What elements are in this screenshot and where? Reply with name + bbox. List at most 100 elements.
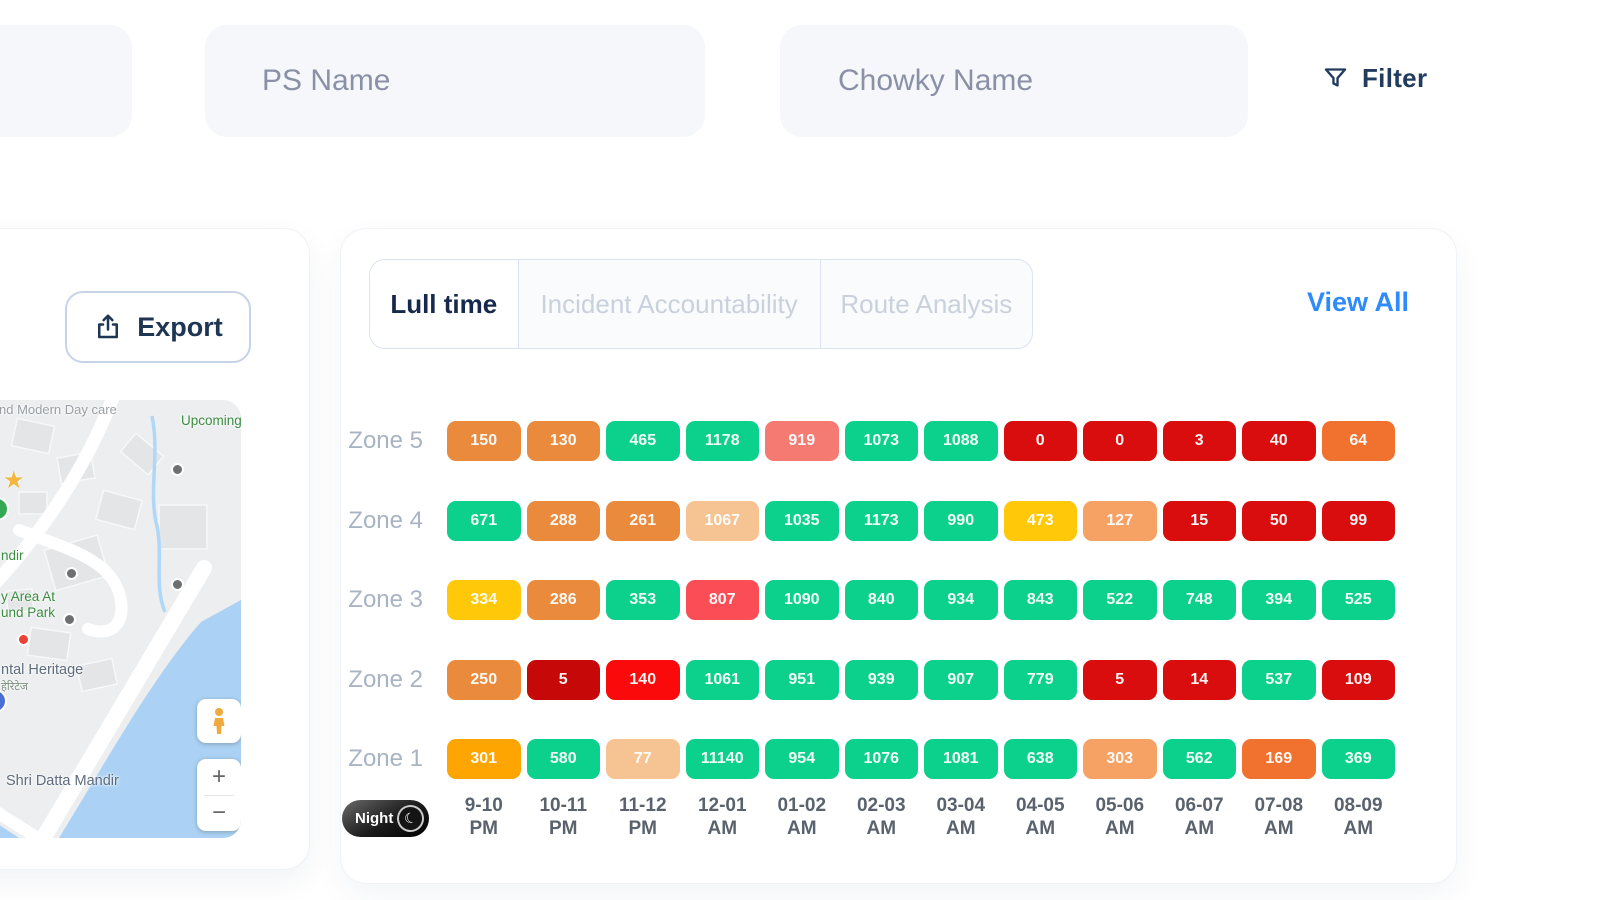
heatmap-cell: 748 [1162, 580, 1236, 620]
heatmap-cell: 473 [1003, 500, 1077, 541]
ps-name-input[interactable] [205, 25, 705, 137]
map-base [0, 400, 241, 838]
heatmap-cell: 1173 [844, 500, 918, 541]
zone-label: Zone 3 [348, 586, 423, 613]
heatmap-cell: 990 [924, 500, 998, 541]
heatmap-cell: 15 [1162, 500, 1236, 541]
gray-dot-marker [171, 463, 184, 476]
heatmap-cell: 5 [1083, 659, 1157, 700]
filter-button[interactable]: Filter [1316, 55, 1433, 101]
heatmap-cell: 99 [1321, 500, 1395, 541]
heatmap-cell: 951 [765, 659, 839, 700]
zoom-in-button[interactable]: + [211, 762, 226, 790]
heatmap-cell: 40 [1242, 421, 1316, 461]
heatmap-cell: 1178 [685, 421, 759, 461]
heatmap-cell: 934 [924, 580, 998, 620]
heatmap-cell: 465 [606, 421, 680, 461]
tab-incident-accountability[interactable]: Incident Accountability [517, 260, 821, 348]
tab-lull-time[interactable]: Lull time [370, 260, 518, 348]
export-label: Export [137, 311, 223, 342]
time-axis-label: 12-01 AM [697, 795, 747, 839]
map-label-heritage-sub: हेरिटेज [1, 681, 28, 693]
export-icon [98, 314, 119, 339]
time-axis-label: 10-11 PM [539, 795, 588, 839]
heatmap-cell: 109 [1321, 659, 1395, 700]
heatmap-cell: 525 [1321, 580, 1395, 620]
heatmap-cell: 1035 [765, 500, 839, 541]
chowky-name-input[interactable] [780, 25, 1248, 137]
zone-label: Zone 5 [348, 427, 423, 454]
gray-dot-marker [65, 567, 78, 580]
view-all-link[interactable]: View All [1307, 287, 1410, 317]
time-axis: 9-10 PM 10-11 PM 11-12 PM 12-01 AM 01-02 AM 02-03 A… [447, 795, 1395, 841]
time-axis-label: 02-03 AM [856, 795, 906, 839]
time-axis-label: 03-04 AM [936, 795, 986, 839]
filter-label: Filter [1362, 62, 1428, 93]
heatmap-cell: 954 [765, 739, 839, 779]
gray-dot-marker [171, 578, 184, 591]
night-label: Night [355, 810, 394, 827]
map[interactable]: nd Modern Day care Upcoming ndir y Area … [0, 400, 241, 838]
zone-label: Zone 1 [348, 745, 423, 772]
heatmap-cell: 127 [1083, 500, 1157, 541]
heatmap-cell: 807 [685, 580, 759, 620]
night-toggle[interactable]: Night ☾ [342, 800, 429, 837]
heatmap-cell: 580 [526, 739, 600, 779]
heatmap-cell: 353 [606, 580, 680, 620]
time-axis-label: 04-05 AM [1015, 795, 1065, 839]
heatmap-row: Zone 1 301 580 77 11140 954 1076 1081 638 303 562 1… [341, 739, 1395, 779]
heatmap-cell: 1090 [765, 580, 839, 620]
time-axis-label: 01-02 AM [777, 795, 827, 839]
map-zoom-control: + − [197, 759, 241, 831]
heatmap-cell: 537 [1242, 659, 1316, 700]
heatmap-cell: 907 [924, 659, 998, 700]
tab-route-analysis[interactable]: Route Analysis [840, 288, 1013, 319]
map-card: Export [0, 228, 310, 870]
heatmap-cell: 919 [765, 421, 839, 461]
time-axis-label: 06-07 AM [1174, 795, 1224, 839]
zone-label: Zone 2 [348, 665, 423, 693]
heatmap-cell: 522 [1083, 580, 1157, 620]
heatmap-row: Zone 5 150 130 465 1178 919 1073 1088 0 0 3 40 64 [341, 421, 1395, 461]
zone-label: Zone 4 [348, 506, 423, 534]
red-dot-marker [17, 633, 30, 646]
lull-time-heatmap: Zone 5 150 130 465 1178 919 1073 1088 0 0 3 40 64 Zon… [341, 421, 1395, 819]
left-input-partial[interactable] [0, 25, 132, 137]
heatmap-cell: 1061 [685, 659, 759, 700]
heatmap-cell: 334 [447, 580, 521, 620]
map-label-mandir: ndir [1, 548, 24, 563]
heatmap-cell: 11140 [685, 739, 759, 779]
heatmap-cell: 0 [1003, 421, 1077, 461]
map-label-play-area: y Area At und Park [1, 589, 55, 620]
time-axis-label: 07-08 AM [1254, 795, 1304, 839]
heatmap-cell: 77 [606, 739, 680, 779]
heatmap-cell: 140 [606, 659, 680, 700]
time-axis-label: 9-10 PM [464, 795, 503, 839]
heatmap-cell: 286 [526, 580, 600, 620]
moon-icon: ☾ [393, 801, 428, 836]
gray-dot-marker [63, 613, 76, 626]
zoom-divider [204, 794, 234, 796]
heatmap-cell: 130 [526, 421, 600, 461]
street-view-pegman[interactable] [197, 699, 241, 743]
time-axis-label: 05-06 AM [1095, 795, 1145, 839]
analysis-card: Lull time Incident Accountability Route … [340, 228, 1457, 884]
zoom-out-button[interactable]: − [211, 799, 226, 827]
export-button[interactable]: Export [65, 291, 251, 363]
map-label-heritage: ntal Heritage [1, 662, 84, 678]
heatmap-cell: 1076 [844, 739, 918, 779]
tab-group: Lull time Incident Accountability Route … [369, 259, 1033, 349]
heatmap-cell: 1073 [844, 421, 918, 461]
heatmap-cell: 939 [844, 659, 918, 700]
pegman-icon [213, 708, 225, 734]
heatmap-cell: 0 [1083, 421, 1157, 461]
play-area-line2: und Park [1, 604, 56, 620]
heatmap-cell: 843 [1003, 580, 1077, 620]
heatmap-cell: 840 [844, 580, 918, 620]
heatmap-cell: 50 [1242, 500, 1316, 541]
filter-funnel-icon [1324, 67, 1347, 87]
heatmap-cell: 394 [1242, 580, 1316, 620]
heatmap-cell: 64 [1321, 421, 1395, 461]
heatmap-cell: 779 [1003, 659, 1077, 700]
